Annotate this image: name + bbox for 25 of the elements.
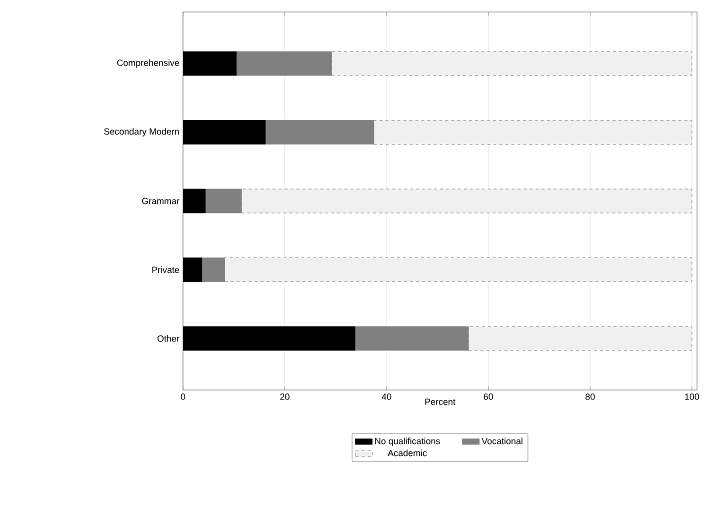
bar [202, 258, 225, 282]
y-tick-label: Private [152, 266, 180, 274]
x-tick-label: 0 [180, 394, 186, 400]
legend-label: Academic [388, 450, 427, 456]
x-tick-label: 60 [484, 394, 493, 400]
legend-label: No qualifications [375, 438, 440, 446]
legend-label: Vocational [482, 438, 522, 444]
x-tick-label: 20 [280, 394, 290, 400]
x-tick-label: 80 [586, 394, 595, 400]
bar [241, 188, 692, 214]
bar [468, 326, 692, 351]
x-tick-label: 100 [685, 394, 700, 400]
bar [265, 120, 374, 144]
y-tick-label: Other [157, 335, 180, 342]
y-tick-label: Secondary Modern [104, 128, 179, 136]
bar [374, 120, 692, 144]
bar [205, 188, 242, 214]
y-tick-label: Grammar [142, 198, 180, 204]
x-axis-title: Percent [425, 398, 456, 405]
y-tick-label: Comprehensive [117, 59, 180, 68]
bar [224, 258, 692, 282]
bar [331, 51, 692, 76]
bar [354, 326, 469, 351]
x-tick-label: 40 [382, 394, 392, 400]
bar [236, 51, 332, 76]
